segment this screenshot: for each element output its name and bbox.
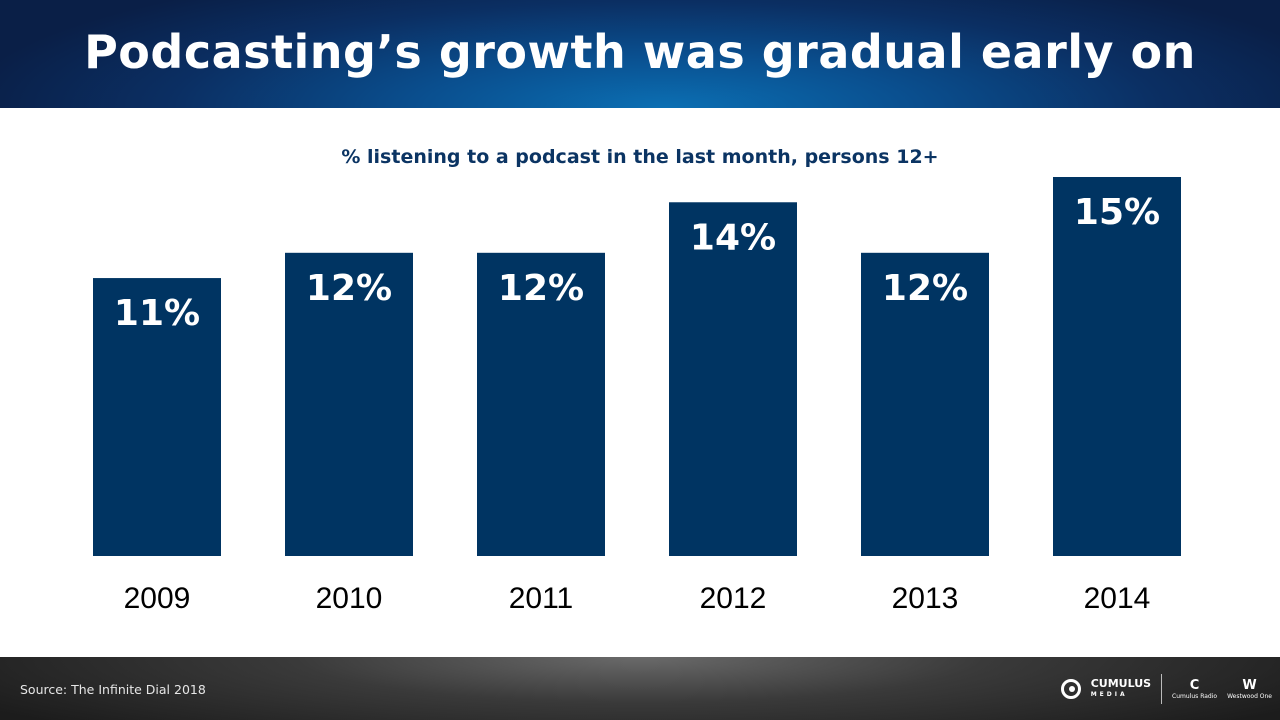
footer-logos: CUMULUS MEDIA C Cumulus Radio W Westwood… <box>1060 671 1272 707</box>
data-label-2010: 12% <box>306 268 392 309</box>
westwood-label: Westwood One <box>1227 692 1272 700</box>
source-note: Source: The Infinite Dial 2018 <box>20 682 206 697</box>
footer-bar: Source: The Infinite Dial 2018 CUMULUS M… <box>0 657 1280 720</box>
x-tick-2009: 2009 <box>124 582 191 615</box>
x-tick-2012: 2012 <box>700 582 767 615</box>
logo-divider <box>1161 674 1163 704</box>
cumulus-wordmark: CUMULUS MEDIA <box>1091 678 1151 700</box>
cumulus-name: CUMULUS <box>1090 677 1152 690</box>
bar-2010 <box>285 252 413 557</box>
slide-title: Podcasting’s growth was gradual early on <box>84 25 1196 79</box>
cumulus-logo-icon <box>1060 679 1081 699</box>
x-tick-2013: 2013 <box>892 582 959 615</box>
data-label-2009: 11% <box>114 293 200 334</box>
x-tick-2010: 2010 <box>316 582 383 615</box>
radio-network-icon: C <box>1189 677 1200 693</box>
radio-network-logo: C Cumulus Radio <box>1172 677 1218 700</box>
data-label-2011: 12% <box>498 268 584 309</box>
bar-chart: 11% 2009 12% 2010 12% 2011 14% 2012 12% 2013 15% 20… <box>93 177 1181 615</box>
data-label-2012: 14% <box>690 217 776 258</box>
westwood-logo: W Westwood One <box>1227 677 1272 700</box>
x-tick-2014: 2014 <box>1084 582 1151 615</box>
bar-2009 <box>93 278 221 556</box>
cumulus-sub: MEDIA <box>1090 691 1128 698</box>
radio-network-label: Cumulus Radio <box>1172 692 1218 700</box>
westwood-icon: W <box>1242 677 1257 693</box>
header-banner: Podcasting’s growth was gradual early on <box>0 0 1280 108</box>
data-label-2013: 12% <box>882 268 968 309</box>
data-label-2014: 15% <box>1074 192 1160 233</box>
bar-2013 <box>861 252 989 557</box>
bar-2014 <box>1053 177 1181 556</box>
chart-subtitle: % listening to a podcast in the last mon… <box>341 146 939 168</box>
bar-2012 <box>669 202 797 556</box>
bar-2011 <box>477 252 605 557</box>
x-tick-2011: 2011 <box>509 582 574 615</box>
